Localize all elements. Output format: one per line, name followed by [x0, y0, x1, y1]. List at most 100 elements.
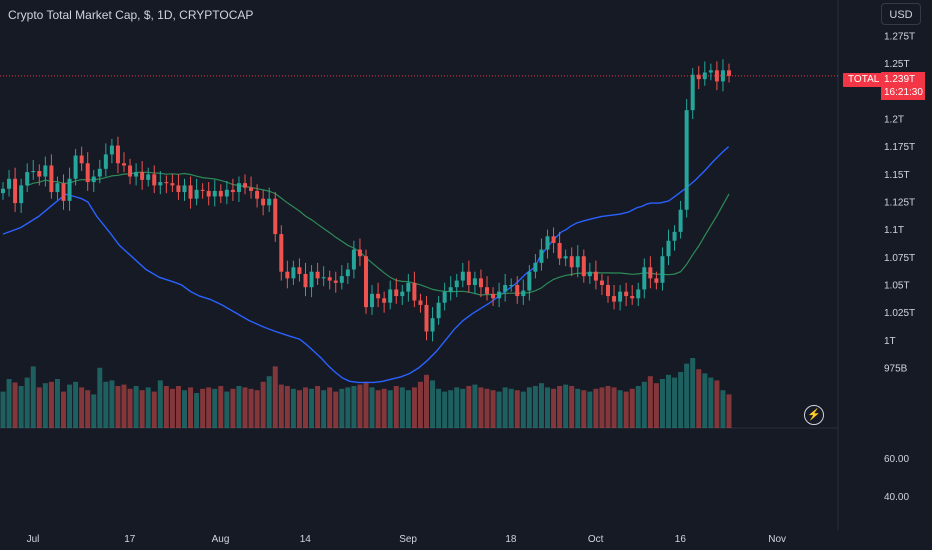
- candle-body: [128, 165, 133, 177]
- candle-body: [412, 282, 417, 301]
- moving-average-fast-line: [26, 171, 730, 296]
- volume-bar: [315, 386, 321, 428]
- volume-bar: [545, 387, 550, 428]
- price-axis-label: 1.025T: [884, 308, 915, 319]
- candle-body: [624, 291, 629, 297]
- volume-bar: [442, 391, 448, 428]
- volume-bar: [424, 374, 429, 428]
- time-axis-label: Sep: [399, 534, 417, 545]
- volume-bar: [508, 388, 514, 428]
- candle-body: [485, 287, 489, 294]
- candle-body: [702, 72, 707, 80]
- volume-bar: [405, 390, 411, 428]
- candle-body: [357, 249, 362, 257]
- volume-bar: [224, 391, 230, 428]
- price-axis-label: 1.075T: [884, 253, 915, 264]
- volume-bar: [393, 386, 399, 428]
- volume-bar: [635, 386, 641, 428]
- volume-bar: [357, 384, 363, 428]
- candle-body: [291, 267, 296, 279]
- price-axis-label: 1.175T: [884, 142, 915, 153]
- candle-body: [442, 291, 447, 303]
- volume-bar: [417, 381, 423, 428]
- candle-body: [91, 176, 96, 183]
- volume-bar: [532, 386, 538, 428]
- candle-body: [418, 300, 423, 305]
- volume-bar: [726, 394, 732, 428]
- currency-button[interactable]: USD: [881, 3, 921, 25]
- candle-body: [539, 249, 544, 263]
- volume-bar: [24, 377, 30, 428]
- volume-bar: [387, 390, 393, 428]
- candle-body: [188, 185, 193, 199]
- volume-bar: [448, 390, 454, 428]
- volume-bar: [36, 387, 42, 428]
- chart-title: Crypto Total Market Cap, $, 1D, CRYPTOCA…: [8, 8, 254, 22]
- candle-body: [212, 190, 217, 197]
- candle-body: [648, 267, 653, 279]
- candle-body: [636, 289, 641, 299]
- volume-bar: [163, 386, 169, 428]
- volume-bar: [254, 390, 260, 428]
- candle-body: [285, 271, 290, 279]
- candle-body: [267, 198, 272, 206]
- candle-body: [587, 271, 592, 277]
- volume-bar: [666, 374, 671, 428]
- volume-bar: [151, 391, 157, 428]
- candle-body: [37, 171, 42, 177]
- volume-bar: [472, 384, 478, 428]
- price-axis-label: 1.2T: [884, 115, 904, 126]
- price-axis-label: 975B: [884, 364, 908, 375]
- volume-bar: [605, 386, 611, 428]
- volume-bar: [436, 388, 442, 428]
- volume-bar: [659, 379, 665, 428]
- candle-body: [249, 187, 254, 191]
- candle-body: [563, 256, 568, 259]
- candle-body: [170, 183, 175, 186]
- volume-bar: [466, 386, 472, 428]
- volume-bar: [678, 372, 684, 428]
- volume-bar: [127, 388, 133, 428]
- candle-body: [660, 256, 665, 283]
- lightning-icon[interactable]: ⚡: [804, 405, 824, 425]
- volume-bar: [720, 390, 726, 428]
- volume-bar: [139, 390, 145, 428]
- price-axis-label: 1.275T: [884, 32, 915, 43]
- volume-bar: [714, 380, 720, 428]
- candle-body: [79, 155, 84, 164]
- volume-bar: [369, 387, 375, 428]
- candle-body: [146, 174, 151, 180]
- volume-bar: [321, 390, 327, 428]
- time-axis-label: 17: [124, 534, 136, 545]
- time-axis-label: Aug: [212, 534, 230, 545]
- candle-body: [497, 291, 502, 299]
- candle-body: [460, 271, 465, 281]
- price-axis-label: 1.125T: [884, 198, 915, 209]
- volume-bar: [647, 376, 653, 428]
- time-axis-label: Oct: [588, 534, 604, 545]
- volume-bar: [85, 390, 91, 428]
- candle-body: [194, 189, 199, 199]
- candle-body: [454, 280, 459, 288]
- candle-body: [43, 165, 48, 177]
- price-axis-label: 1T: [884, 336, 896, 347]
- candle-body: [606, 285, 610, 297]
- volume-bar: [133, 386, 139, 428]
- candle-body: [85, 163, 90, 183]
- volume-bar: [79, 387, 85, 428]
- price-axis-label: 1.25T: [884, 59, 910, 70]
- volume-bar: [266, 376, 272, 428]
- countdown-label: 16:21:30: [884, 87, 923, 98]
- volume-bar: [599, 387, 605, 428]
- candle-body: [273, 198, 278, 235]
- candle-body: [115, 145, 120, 164]
- volume-bar: [641, 381, 647, 428]
- volume-bar: [97, 367, 103, 428]
- candle-body: [406, 282, 411, 292]
- volume-bar: [230, 388, 236, 428]
- volume-bar: [690, 358, 696, 428]
- candle-body: [279, 234, 284, 272]
- candle-body: [394, 289, 399, 297]
- volume-bar: [345, 387, 351, 428]
